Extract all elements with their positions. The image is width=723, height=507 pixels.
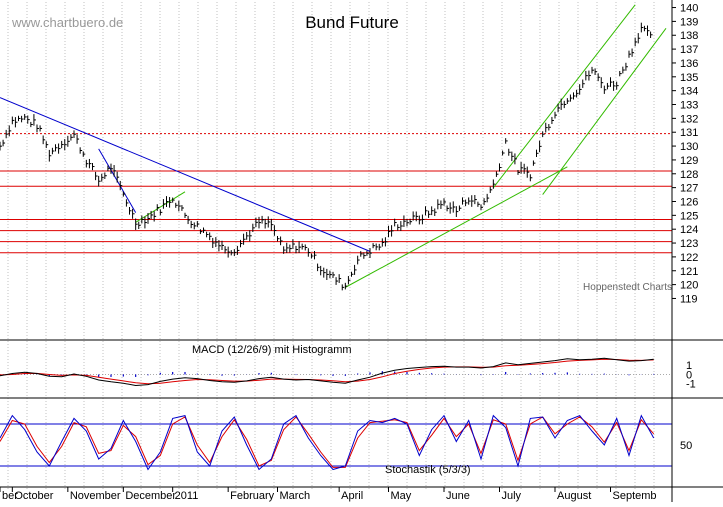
month-label: August [557, 490, 591, 502]
price-gridlines [7, 2, 655, 490]
month-label: 2011 [175, 490, 199, 502]
price-series [0, 22, 653, 291]
macd-tick-label: -1 [686, 379, 696, 391]
month-label: March [280, 490, 311, 502]
price-tick-label: 136 [680, 58, 698, 70]
macd-line [0, 357, 654, 387]
price-tick-label: 134 [680, 86, 698, 98]
price-tick-label: 137 [680, 44, 698, 56]
credit-label: Hoppenstedt Charts [583, 282, 672, 293]
price-tick-label: 121 [680, 266, 698, 278]
macd-tick-label: 1 [686, 360, 692, 372]
green-channel-line [492, 4, 636, 188]
month-label: ber [2, 490, 18, 502]
month-label: Septemb [613, 490, 657, 502]
price-tick-label: 125 [680, 210, 698, 222]
price-tick-label: 120 [680, 280, 698, 292]
price-tick-label: 133 [680, 100, 698, 112]
stochastic-d-line [0, 416, 655, 468]
price-tick-label: 124 [680, 224, 698, 236]
price-tick-label: 119 [680, 293, 698, 305]
price-tick-label: 131 [680, 127, 698, 139]
month-label: July [502, 490, 522, 502]
macd-title: MACD (12/26/9) mit Histogramm [192, 344, 352, 356]
stochastic-tick-label: 50 [680, 440, 692, 452]
month-label: October [14, 490, 53, 502]
price-tick-label: 122 [680, 252, 698, 264]
price-tick-label: 127 [680, 183, 698, 195]
month-label: December [125, 490, 176, 502]
macd-tick-label: 0 [686, 369, 692, 381]
stochastic-k-line [0, 414, 655, 471]
price-tick-label: 138 [680, 30, 698, 42]
price-tick-label: 132 [680, 113, 698, 125]
month-label: November [70, 490, 121, 502]
month-label: February [230, 490, 275, 502]
price-annotations [0, 4, 672, 288]
macd-signal-line [0, 358, 654, 385]
price-tick-label: 128 [680, 169, 698, 181]
price-tick-label: 123 [680, 238, 698, 250]
month-label: June [446, 490, 470, 502]
stochastic-title: Stochastik (5/3/3) [385, 464, 471, 476]
month-label: April [341, 490, 363, 502]
watermark: www.chartbuero.de [11, 15, 123, 30]
price-tick-label: 129 [680, 155, 698, 167]
price-tick-label: 139 [680, 16, 698, 28]
green-channel-line [345, 166, 568, 288]
green-channel-line [135, 191, 186, 223]
price-tick-label: 135 [680, 72, 698, 84]
green-channel-line [542, 28, 667, 195]
price-tick-label: 140 [680, 3, 698, 15]
chart-title: Bund Future [305, 13, 399, 32]
blue-trendline [0, 97, 371, 252]
month-label: May [391, 490, 412, 502]
macd-panel [0, 357, 672, 387]
stochastic-panel [0, 414, 672, 471]
price-tick-label: 130 [680, 141, 698, 153]
price-tick-label: 126 [680, 196, 698, 208]
